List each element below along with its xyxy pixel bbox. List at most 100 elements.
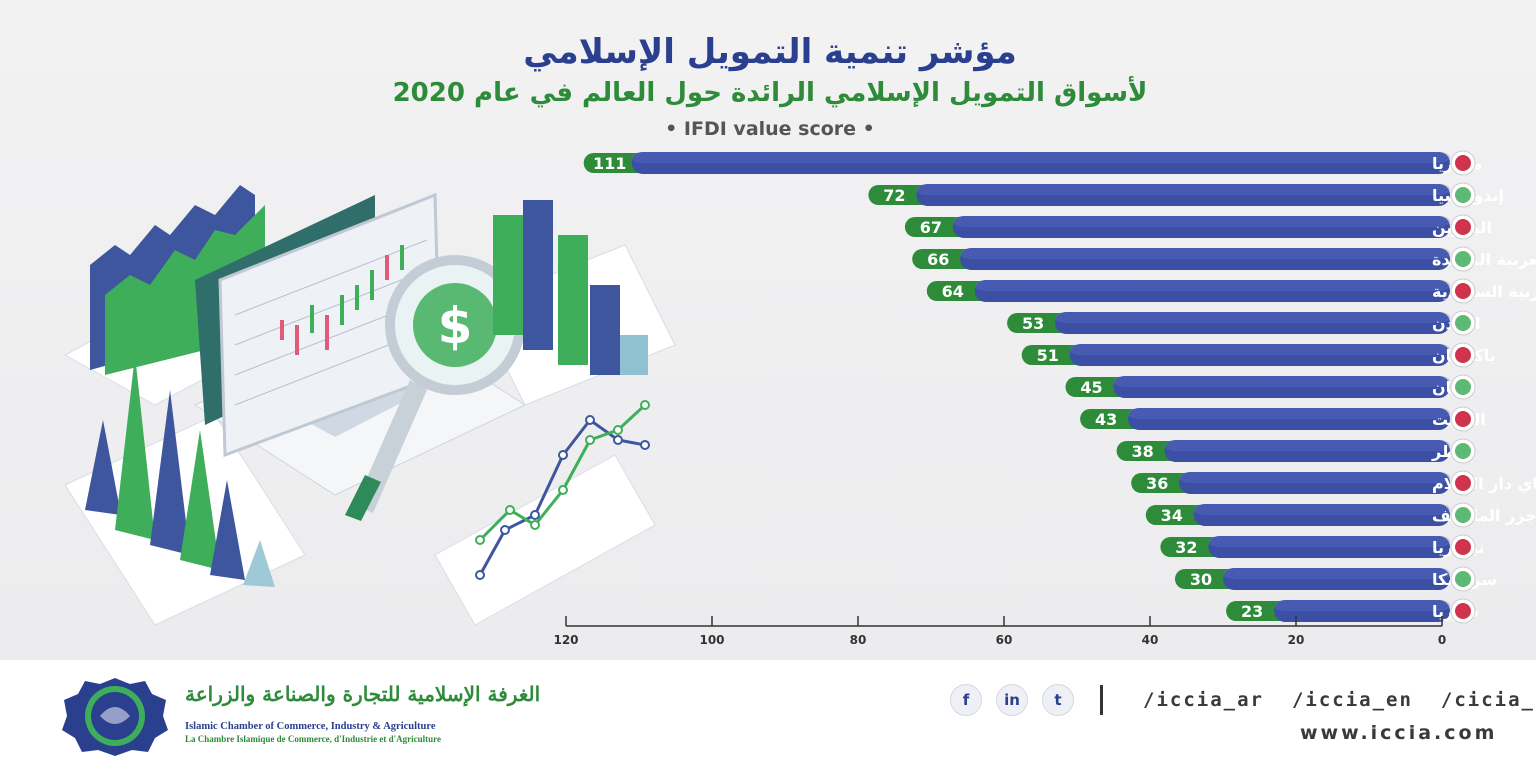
- x-tick-label: 100: [699, 633, 724, 647]
- x-tick-label: 0: [1438, 633, 1446, 647]
- maldives-flag-icon-fill: [1455, 507, 1471, 523]
- category-label: بروناي دار السلام: [1432, 474, 1536, 494]
- bar: [1164, 440, 1450, 462]
- bar-row: 72إندونيسيا: [868, 182, 1504, 208]
- kuwait-flag-icon-fill: [1455, 411, 1471, 427]
- bar: [960, 248, 1450, 270]
- org-name-french: La Chambre Islamique de Commerce, d'Indu…: [185, 734, 441, 744]
- value-label: 53: [1022, 314, 1044, 333]
- value-label: 34: [1161, 506, 1183, 525]
- value-label: 43: [1095, 410, 1117, 429]
- bar-highlight: [1193, 504, 1450, 515]
- bar-row: 67البحرين: [904, 214, 1492, 240]
- bar-highlight: [1179, 472, 1450, 483]
- bar-highlight: [1113, 376, 1450, 387]
- x-tick-label: 120: [553, 633, 578, 647]
- page-title: مؤشر تنمية التمويل الإسلامي: [523, 32, 1017, 72]
- bar-highlight: [960, 248, 1450, 259]
- bar-row: 23سوريا: [1226, 598, 1479, 624]
- bar-row: 43الكويت: [1080, 406, 1486, 432]
- category-label: الإمارات العربية المتحدة: [1432, 250, 1536, 269]
- handle-ar-link[interactable]: /iccia_ar: [1143, 689, 1264, 711]
- separator: [1100, 685, 1103, 715]
- bar-highlight: [916, 184, 1450, 195]
- x-tick-label: 40: [1142, 633, 1159, 647]
- saudi-flag-icon-fill: [1455, 283, 1471, 299]
- bar-row: 53الأردن: [1007, 310, 1480, 336]
- bar-row: 34 جزر المالديف: [1145, 502, 1536, 528]
- jordan-flag-icon-fill: [1455, 315, 1471, 331]
- oman-flag-icon-fill: [1455, 379, 1471, 395]
- value-label: 111: [593, 154, 626, 173]
- bar: [1179, 472, 1450, 494]
- bar-highlight: [1055, 312, 1450, 323]
- bar-highlight: [1223, 568, 1450, 579]
- bar-row: 51باكستان: [1021, 342, 1496, 368]
- score-label: • IFDI value score •: [665, 118, 875, 140]
- bar: [1113, 376, 1450, 398]
- nigeria-flag-icon-fill: [1455, 539, 1471, 555]
- linkedin-icon[interactable]: in: [996, 684, 1028, 716]
- org-name-english: Islamic Chamber of Commerce, Industry & …: [185, 721, 436, 732]
- bar-row: 64 المملكة العربية السعودية: [926, 278, 1536, 304]
- pakistan-flag-icon-fill: [1455, 347, 1471, 363]
- bar-highlight: [1069, 344, 1450, 355]
- value-label: 66: [927, 250, 949, 269]
- value-label: 23: [1241, 602, 1263, 621]
- bar-highlight: [1274, 600, 1450, 611]
- category-label: جزر المالديف: [1432, 506, 1536, 525]
- bar: [952, 216, 1450, 238]
- bar-row: 30سريلانكا: [1175, 566, 1497, 592]
- org-name-arabic: الغرفة الإسلامية للتجارة والصناعة والزرا…: [185, 682, 541, 706]
- handle-en-link[interactable]: /iccia_en: [1291, 689, 1413, 711]
- twitter-icon[interactable]: t: [1042, 684, 1074, 716]
- category-label: المملكة العربية السعودية: [1432, 282, 1536, 301]
- srilanka-flag-icon-fill: [1455, 571, 1471, 587]
- ifdi-bar-chart: 111ماليزيا 72إندونيسيا 67البحرين 66 الإمارات…: [553, 150, 1536, 647]
- bar: [916, 184, 1450, 206]
- x-tick-label: 20: [1288, 633, 1305, 647]
- handle-fr-link[interactable]: /cicia_fr: [1440, 689, 1536, 711]
- bar: [631, 152, 1450, 174]
- svg-text:$: $: [438, 297, 473, 355]
- finance-illustration: $: [63, 185, 676, 626]
- iccia-logo-icon: [62, 678, 168, 756]
- social-links: f in t /iccia_ar /iccia_en /cicia_fr: [950, 684, 1536, 716]
- bar-row: 36 بروناي دار السلام: [1131, 470, 1536, 496]
- footer: [0, 660, 1536, 769]
- bar-highlight: [1208, 536, 1450, 547]
- bar-row: 111ماليزيا: [583, 150, 1482, 176]
- value-label: 51: [1037, 346, 1059, 365]
- bar: [1128, 408, 1450, 430]
- bar: [1208, 536, 1450, 558]
- malaysia-flag-icon-fill: [1455, 155, 1471, 171]
- bar-highlight: [1128, 408, 1450, 419]
- website-link[interactable]: www.iccia.com: [1300, 722, 1498, 744]
- value-label: 36: [1146, 474, 1168, 493]
- value-label: 32: [1175, 538, 1197, 557]
- bahrain-flag-icon-fill: [1455, 219, 1471, 235]
- facebook-icon[interactable]: f: [950, 684, 982, 716]
- x-tick-label: 80: [850, 633, 867, 647]
- bar-row: 66 الإمارات العربية المتحدة: [912, 246, 1536, 272]
- bar-highlight: [1164, 440, 1450, 451]
- syria-flag-icon-fill: [1455, 603, 1471, 619]
- bar: [1274, 600, 1450, 622]
- bar-highlight: [974, 280, 1450, 291]
- x-tick-label: 60: [996, 633, 1013, 647]
- value-label: 45: [1080, 378, 1102, 397]
- value-label: 64: [942, 282, 964, 301]
- bar-highlight: [631, 152, 1450, 163]
- bar-row: 32نيجيريا: [1160, 534, 1485, 560]
- value-label: 38: [1131, 442, 1153, 461]
- bar-highlight: [952, 216, 1450, 227]
- bar: [1069, 344, 1450, 366]
- brunei-flag-icon-fill: [1455, 475, 1471, 491]
- uae-flag-icon-fill: [1455, 251, 1471, 267]
- bar: [974, 280, 1450, 302]
- indonesia-flag-icon-fill: [1455, 187, 1471, 203]
- value-label: 30: [1190, 570, 1212, 589]
- qatar-flag-icon-fill: [1455, 443, 1471, 459]
- bar: [1223, 568, 1450, 590]
- value-label: 72: [883, 186, 905, 205]
